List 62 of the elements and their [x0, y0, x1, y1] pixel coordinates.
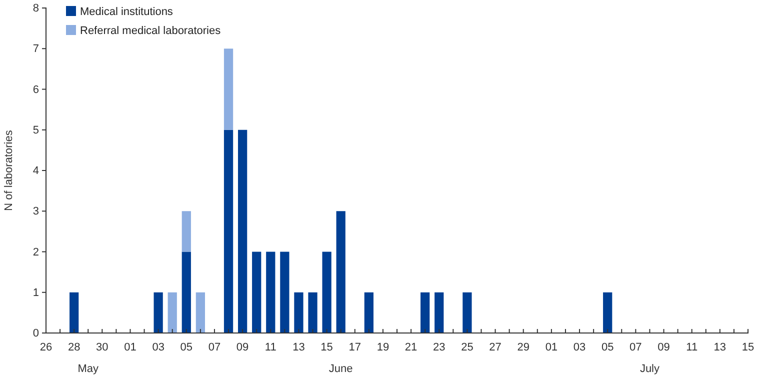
bar	[308, 292, 318, 333]
bar	[224, 48, 234, 130]
bar	[322, 252, 332, 333]
x-tick-label: 01	[545, 341, 558, 354]
bar	[294, 292, 304, 333]
x-tick-label: 09	[236, 341, 249, 354]
x-tick-label: 13	[292, 341, 305, 354]
bar	[434, 292, 444, 333]
x-tick-label: 13	[714, 341, 726, 354]
x-tick-label: 26	[40, 341, 52, 354]
y-tick-label: 5	[32, 124, 39, 136]
bar	[182, 252, 191, 333]
legend-label: Referral medical laboratories	[80, 25, 222, 37]
bar	[224, 130, 234, 333]
x-tick-label: 03	[573, 341, 586, 354]
bar	[70, 292, 79, 333]
x-tick-label: 23	[432, 341, 446, 354]
x-tick-label: 05	[601, 341, 614, 354]
bar	[420, 292, 430, 333]
legend-label: Medical institutions	[80, 6, 174, 18]
y-tick-label: 8	[32, 2, 39, 15]
x-tick-label: 07	[208, 341, 221, 354]
y-tick-label: 0	[32, 328, 39, 340]
bar	[462, 292, 472, 333]
x-tick-label: 15	[742, 341, 754, 354]
bar	[266, 252, 276, 333]
x-tick-label: 30	[96, 341, 108, 354]
x-tick-label: 09	[658, 341, 670, 354]
bar	[196, 292, 206, 333]
x-tick-label: 11	[686, 341, 698, 354]
bar	[154, 292, 163, 333]
text: June	[328, 363, 353, 375]
bar	[182, 211, 191, 252]
x-tick-label: 25	[461, 341, 474, 354]
x-tick-label: 03	[152, 341, 164, 354]
x-tick-label: 17	[348, 341, 362, 354]
x-tick-label: 28	[68, 341, 80, 354]
y-tick-label: 2	[32, 246, 39, 258]
x-tick-label: 27	[489, 341, 502, 354]
bar	[252, 252, 262, 333]
y-tick-label: 7	[32, 43, 39, 56]
bar	[280, 252, 290, 333]
text: May	[78, 363, 100, 375]
bar	[336, 211, 346, 333]
x-tick-label: 21	[404, 341, 418, 354]
y-axis-title: N of laboratories	[3, 130, 15, 211]
x-tick-label: 29	[517, 341, 530, 354]
text: July	[640, 363, 660, 375]
x-tick-label: 01	[124, 341, 136, 354]
bar	[168, 292, 177, 333]
bar	[603, 292, 612, 333]
x-tick-label: 19	[376, 341, 390, 354]
bar	[238, 130, 248, 333]
x-tick-label: 11	[264, 341, 276, 354]
y-tick-label: 4	[32, 165, 39, 178]
x-tick-label: 07	[630, 341, 642, 354]
y-tick-label: 3	[32, 206, 39, 218]
bar	[364, 292, 374, 333]
x-tick-label: 05	[180, 341, 193, 354]
x-tick-label: 15	[320, 341, 333, 354]
y-tick-label: 1	[32, 286, 39, 299]
y-tick-label: 6	[32, 84, 39, 96]
